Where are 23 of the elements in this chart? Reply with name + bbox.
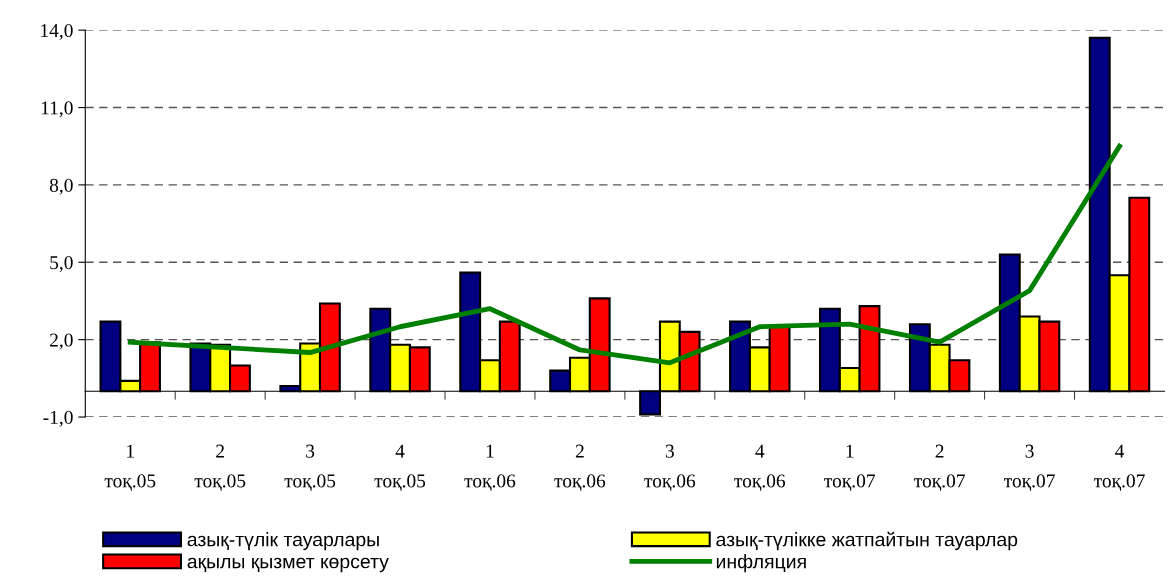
line-series <box>127 143 1122 366</box>
y-tick-label: 8,0 <box>49 178 73 195</box>
x-tick-label: 3 тоқ.05 <box>284 444 336 492</box>
legend-label: инфляция <box>716 554 806 573</box>
x-tick-label: 2 тоқ.06 <box>554 444 606 492</box>
y-tick-label: -1,0 <box>43 410 73 427</box>
x-tick-label: 4 тоқ.05 <box>374 444 426 492</box>
x-tick-label: 2 тоқ.07 <box>914 444 965 492</box>
y-tick-label: 5,0 <box>50 256 73 273</box>
legend-label: азық-түлікке жатпайтын тауарлар <box>716 531 1018 551</box>
x-tick-label: 3 тоқ.07 <box>1004 444 1055 492</box>
y-tick-label: 14,0 <box>41 23 73 40</box>
y-tick-label: 11,0 <box>41 101 73 118</box>
x-tick-label: 3 тоқ.06 <box>644 444 696 492</box>
legend-label: азық-түлік тауарлары <box>187 532 379 551</box>
x-tick-label: 1 тоқ.07 <box>824 444 876 492</box>
x-tick-label: 2 тоқ.05 <box>194 444 246 492</box>
x-tick-label: 1 тоқ.06 <box>464 444 516 492</box>
legend-label: ақылы қызмет көрсету <box>187 557 389 573</box>
x-tick-label: 4 тоқ.06 <box>734 444 786 492</box>
x-tick-label: 1 тоқ.05 <box>104 444 156 492</box>
y-tick-label: 2,0 <box>50 333 73 350</box>
x-tick-label: 4 тоқ.07 <box>1093 444 1145 492</box>
